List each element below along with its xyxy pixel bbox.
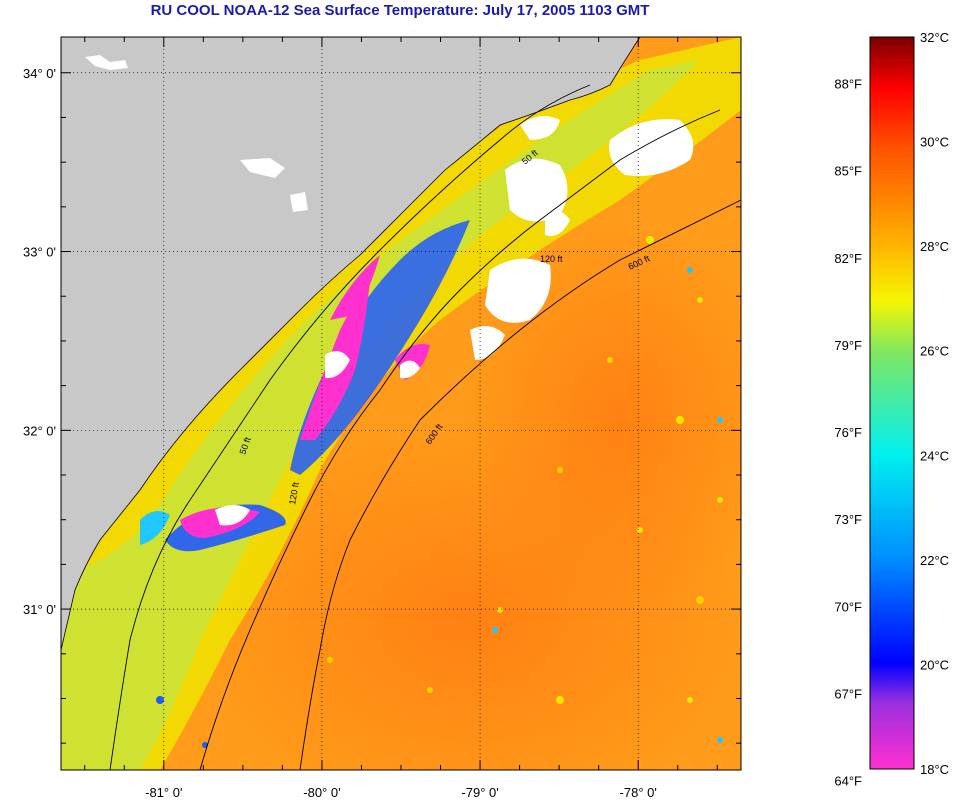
cloud-fragment <box>240 158 285 178</box>
lon-label: -80° 0' <box>303 785 340 800</box>
colorbar-label-c: 26°C <box>920 344 949 359</box>
lat-label: 33° 0' <box>23 245 56 260</box>
colorbar <box>869 36 915 770</box>
contour-label: 120 ft <box>287 481 301 505</box>
map-frame <box>60 36 742 771</box>
cloud-patch <box>325 351 350 379</box>
cloud-patch <box>609 119 694 176</box>
colorbar-label-f: 73°F <box>834 512 862 527</box>
contour-50ft <box>109 84 591 770</box>
map-plot-area: 50 ft 50 ft 120 ft 120 ft 600 ft 600 ft <box>61 37 741 770</box>
cloud-patch <box>470 326 505 360</box>
colorbar-label-c: 18°C <box>920 762 949 777</box>
colorbar-label-c: 32°C <box>920 30 949 45</box>
lat-label: 34° 0' <box>23 66 56 81</box>
colorbar-label-c: 28°C <box>920 239 949 254</box>
lon-label: -81° 0' <box>145 785 182 800</box>
colorbar-label-c: 24°C <box>920 448 949 463</box>
cloud-fragment <box>290 192 308 212</box>
cloud-patch <box>520 116 560 140</box>
lon-label: -78° 0' <box>620 785 657 800</box>
contour-600ft <box>299 199 741 770</box>
cloud-patch <box>545 211 570 236</box>
colorbar-label-f: 85°F <box>834 164 862 179</box>
cloud-patch <box>215 505 250 526</box>
longitude-labels: -81° 0' -80° 0' -79° 0' -78° 0' <box>145 785 657 800</box>
colorbar-label-f: 79°F <box>834 338 862 353</box>
nearshore-band <box>61 60 700 770</box>
contour-label: 120 ft <box>540 254 563 264</box>
cloud-patch <box>505 158 568 222</box>
colorbar-label-f: 88°F <box>834 76 862 91</box>
land-mass <box>61 37 641 651</box>
colorbar-label-f: 76°F <box>834 425 862 440</box>
colorbar-label-c: 30°C <box>920 135 949 150</box>
lat-label: 32° 0' <box>23 423 56 438</box>
colorbar-labels: 32°C 30°C 28°C 26°C 24°C 22°C 20°C 18°C 88°F 85°F… <box>834 30 949 789</box>
cloud-patch <box>485 258 551 323</box>
graticule <box>61 37 741 770</box>
shelf-band <box>61 37 741 770</box>
warm-water-region-north <box>460 220 741 620</box>
contour-120ft <box>199 109 721 770</box>
cloud-fragment <box>85 55 128 70</box>
colorbar-label-c: 22°C <box>920 553 949 568</box>
colorbar-label-f: 70°F <box>834 599 862 614</box>
cool-patch <box>140 511 170 545</box>
sst-speckles <box>156 236 723 748</box>
lat-label: 31° 0' <box>23 602 56 617</box>
axis-ticks <box>61 37 741 770</box>
colorbar-label-f: 67°F <box>834 686 862 701</box>
latitude-labels: 34° 0' 33° 0' 32° 0' 31° 0' <box>23 66 56 617</box>
colorbar-label-c: 20°C <box>920 657 949 672</box>
colorbar-label-f: 82°F <box>834 251 862 266</box>
cold-core-north <box>330 255 380 320</box>
cloud-patch <box>400 360 420 379</box>
colorbar-label-f: 64°F <box>834 774 862 789</box>
lon-label: -79° 0' <box>461 785 498 800</box>
map-title: RU COOL NOAA-12 Sea Surface Temperature:… <box>150 2 650 19</box>
